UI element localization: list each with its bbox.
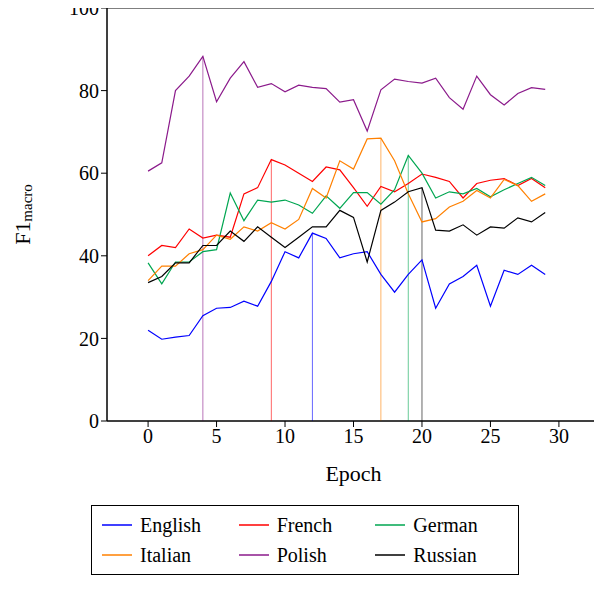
svg-text:5: 5 <box>212 425 222 447</box>
svg-text:25: 25 <box>480 425 500 447</box>
svg-text:Epoch: Epoch <box>325 461 381 486</box>
svg-text:10: 10 <box>275 425 295 447</box>
svg-text:80: 80 <box>79 80 99 102</box>
svg-text:60: 60 <box>79 162 99 184</box>
html-text:Russian: Russian <box>413 543 477 566</box>
html-text:German: German <box>413 513 478 536</box>
svg-text:100: 100 <box>69 8 99 19</box>
html-text:French: French <box>276 513 333 536</box>
html-text:Italian: Italian <box>140 543 192 566</box>
svg-text:0: 0 <box>143 425 153 447</box>
svg-text:F1macro: F1macro <box>10 184 36 245</box>
svg-text:20: 20 <box>79 328 99 350</box>
svg-text:15: 15 <box>344 425 364 447</box>
html-text:Polish: Polish <box>276 543 327 566</box>
svg-text:20: 20 <box>412 425 432 447</box>
svg-text:30: 30 <box>549 425 569 447</box>
svg-text:40: 40 <box>79 245 99 267</box>
html-text:English: English <box>140 513 202 536</box>
svg-text:0: 0 <box>89 410 99 432</box>
